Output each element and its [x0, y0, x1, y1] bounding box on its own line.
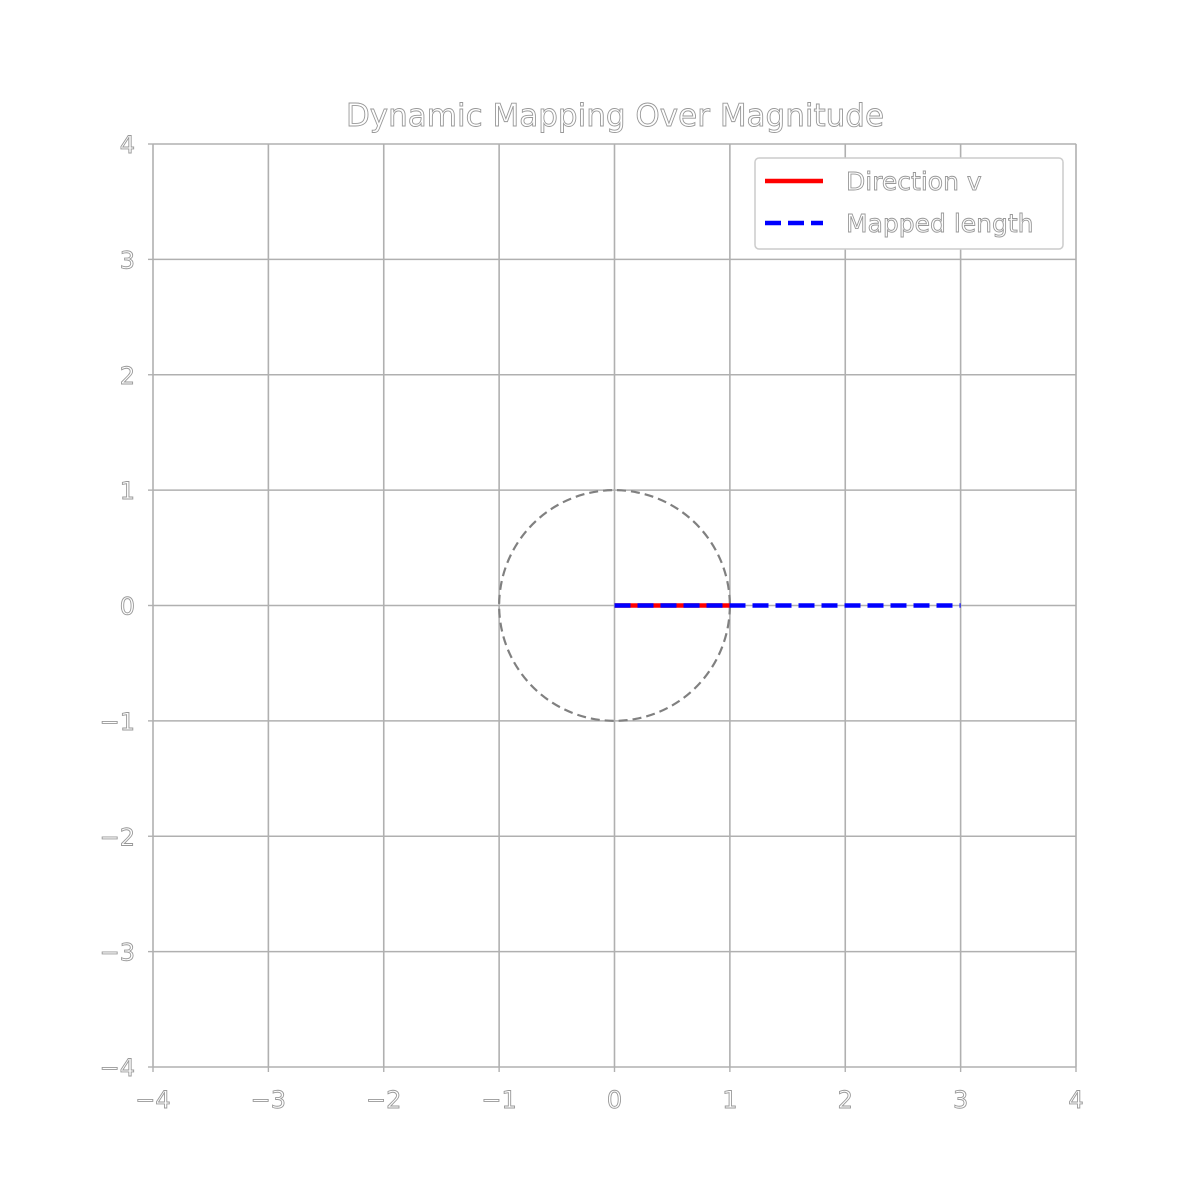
y-tick-label: −3 — [100, 939, 135, 967]
y-tick-label: −4 — [100, 1054, 135, 1082]
y-tick-label: −1 — [100, 708, 135, 736]
x-tick-label: 3 — [953, 1086, 968, 1114]
legend-box — [754, 157, 1064, 250]
x-tick-label: −1 — [481, 1086, 516, 1114]
plot-marks — [498, 489, 961, 722]
legend-label-direction-v: Direction v — [846, 167, 982, 196]
legend: Direction v Mapped length — [754, 157, 1064, 250]
y-axis: −4 −3 −2 −1 0 1 2 3 4 — [99, 131, 153, 1082]
y-tick-label: 1 — [120, 477, 135, 505]
x-tick-label: 1 — [722, 1086, 737, 1114]
x-tick-label: −2 — [366, 1086, 401, 1114]
y-tick-label: 0 — [120, 593, 135, 621]
x-tick-label: 0 — [607, 1086, 622, 1114]
x-tick-label: −4 — [135, 1086, 170, 1114]
chart-title: Dynamic Mapping Over Magnitude — [346, 98, 884, 134]
y-tick-label: −2 — [100, 823, 135, 851]
y-tick-label: 2 — [120, 362, 135, 390]
y-tick-label: 3 — [120, 246, 135, 274]
y-tick-label: 4 — [120, 131, 135, 159]
legend-label-mapped-length: Mapped length — [846, 209, 1034, 238]
x-tick-label: 2 — [838, 1086, 853, 1114]
x-tick-label: 4 — [1068, 1086, 1083, 1114]
x-axis: −4 −3 −2 −1 0 1 2 3 4 — [135, 1067, 1084, 1114]
x-tick-label: −3 — [251, 1086, 286, 1114]
